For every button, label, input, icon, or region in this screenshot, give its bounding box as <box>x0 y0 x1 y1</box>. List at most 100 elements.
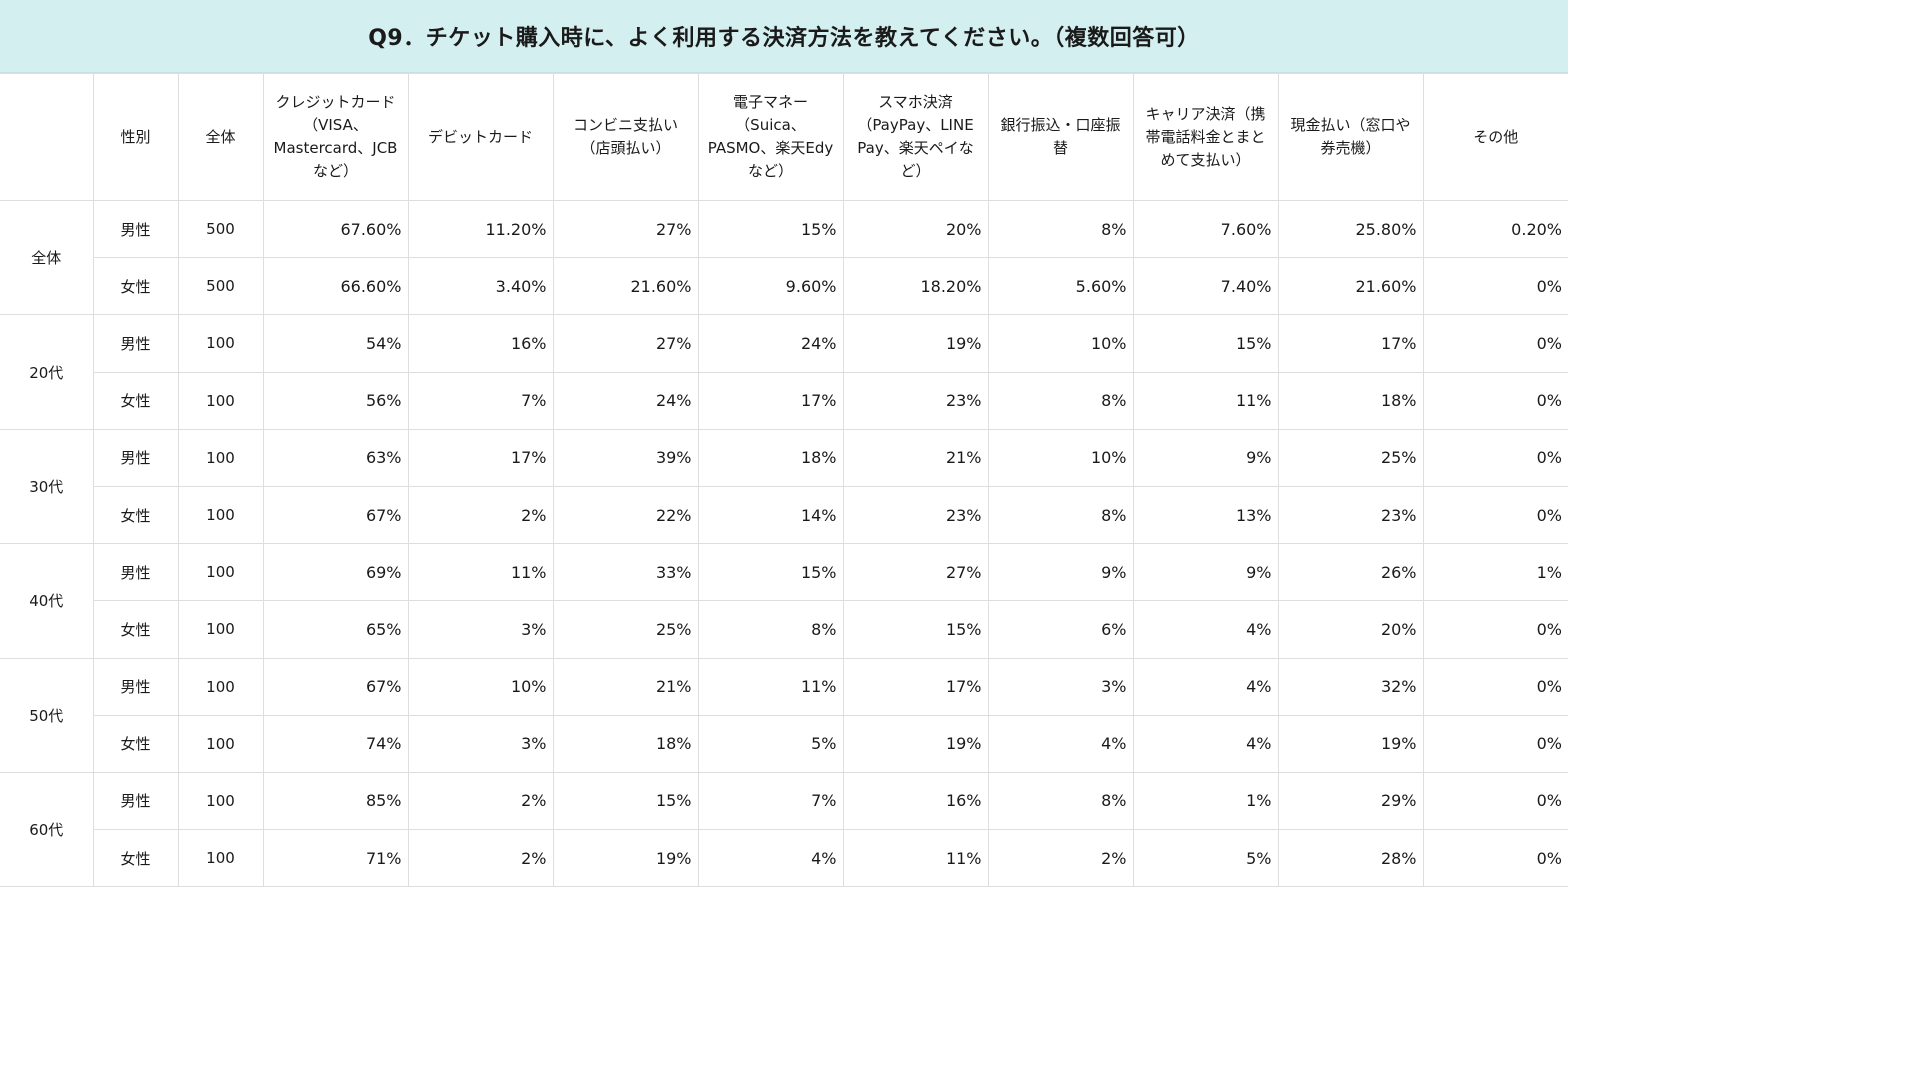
table-row: 女性 100 65% 3% 25% 8% 15% 6% 4% 20% 0% <box>0 600 1568 659</box>
value-cell: 0% <box>1422 257 1568 316</box>
sample-size-cell: 100 <box>177 714 264 773</box>
gender-cell: 男性 <box>92 199 179 259</box>
value-cell: 2% <box>407 771 554 831</box>
value-cell: 5% <box>1132 829 1279 888</box>
table-row: 50代 男性 100 67% 10% 21% 11% 17% 3% 4% 32% 0% <box>0 657 1568 773</box>
value-cell: 54% <box>262 314 409 373</box>
table-row: 60代 男性 100 85% 2% 15% 7% 16% 8% 1% 29% 0% <box>0 771 1568 888</box>
value-cell: 10% <box>987 428 1134 487</box>
value-cell: 0.20% <box>1422 199 1568 259</box>
sample-size-cell: 500 <box>177 199 264 259</box>
value-cell: 4% <box>1132 714 1279 773</box>
value-cell: 85% <box>262 771 409 831</box>
column-header: その他 <box>1422 73 1568 201</box>
value-cell: 21% <box>842 428 989 487</box>
value-cell: 28% <box>1277 829 1424 888</box>
value-cell: 0% <box>1422 829 1568 888</box>
value-cell: 15% <box>697 199 844 259</box>
value-cell: 10% <box>987 314 1134 373</box>
value-cell: 19% <box>842 314 989 373</box>
value-cell: 23% <box>1277 485 1424 545</box>
age-group-label: 20代 <box>0 314 94 430</box>
age-group-label: 50代 <box>0 657 94 773</box>
value-cell: 14% <box>697 485 844 545</box>
column-header: クレジットカード（VISA、Mastercard、JCBなど） <box>262 73 409 201</box>
value-cell: 25.80% <box>1277 199 1424 259</box>
value-cell: 0% <box>1422 314 1568 373</box>
value-cell: 0% <box>1422 771 1568 831</box>
table-row: 女性 500 66.60% 3.40% 21.60% 9.60% 18.20% 5.60% 7.… <box>0 257 1568 316</box>
sample-size-cell: 100 <box>177 485 264 545</box>
age-group-label: 30代 <box>0 428 94 545</box>
value-cell: 7.40% <box>1132 257 1279 316</box>
table-row: 40代 男性 100 69% 11% 33% 15% 27% 9% 9% 26% 1% <box>0 543 1568 659</box>
value-cell: 0% <box>1422 600 1568 659</box>
value-cell: 65% <box>262 600 409 659</box>
value-cell: 11% <box>842 829 989 888</box>
value-cell: 67.60% <box>262 199 409 259</box>
value-cell: 15% <box>842 600 989 659</box>
gender-cell: 男性 <box>92 428 179 487</box>
value-cell: 11% <box>407 543 554 602</box>
value-cell: 0% <box>1422 428 1568 487</box>
value-cell: 2% <box>987 829 1134 888</box>
value-cell: 56% <box>262 371 409 430</box>
column-header: キャリア決済（携帯電話料金とまとめて支払い） <box>1132 73 1279 201</box>
value-cell: 10% <box>407 657 554 716</box>
value-cell: 2% <box>407 829 554 888</box>
value-cell: 18.20% <box>842 257 989 316</box>
value-cell: 20% <box>842 199 989 259</box>
table-row: 30代 男性 100 63% 17% 39% 18% 21% 10% 9% 25% 0% <box>0 428 1568 545</box>
gender-cell: 女性 <box>92 485 179 545</box>
value-cell: 3.40% <box>407 257 554 316</box>
value-cell: 16% <box>842 771 989 831</box>
sample-size-cell: 100 <box>177 771 264 831</box>
value-cell: 33% <box>552 543 699 602</box>
title-bar: Q9．チケット購入時に、よく利用する決済方法を教えてください。（複数回答可） <box>0 0 1568 73</box>
value-cell: 7% <box>407 371 554 430</box>
value-cell: 5% <box>697 714 844 773</box>
table-body: 全体 男性 500 67.60% 11.20% 27% 15% 20% 8% 7.60% 25.80… <box>0 199 1568 888</box>
value-cell: 21.60% <box>1277 257 1424 316</box>
value-cell: 1% <box>1422 543 1568 602</box>
value-cell: 29% <box>1277 771 1424 831</box>
value-cell: 67% <box>262 485 409 545</box>
value-cell: 26% <box>1277 543 1424 602</box>
table-row: 全体 男性 500 67.60% 11.20% 27% 15% 20% 8% 7.60% 25.80… <box>0 199 1568 316</box>
value-cell: 71% <box>262 829 409 888</box>
sample-size-cell: 500 <box>177 257 264 316</box>
table-row: 女性 100 71% 2% 19% 4% 11% 2% 5% 28% 0% <box>0 829 1568 888</box>
table-row: 女性 100 56% 7% 24% 17% 23% 8% 11% 18% 0% <box>0 371 1568 430</box>
value-cell: 24% <box>697 314 844 373</box>
column-header: 銀行振込・口座振替 <box>987 73 1134 201</box>
value-cell: 0% <box>1422 657 1568 716</box>
gender-cell: 女性 <box>92 829 179 888</box>
sample-size-cell: 100 <box>177 428 264 487</box>
value-cell: 8% <box>987 199 1134 259</box>
column-header <box>0 73 94 201</box>
value-cell: 9% <box>1132 428 1279 487</box>
value-cell: 1% <box>1132 771 1279 831</box>
value-cell: 3% <box>407 714 554 773</box>
value-cell: 15% <box>697 543 844 602</box>
value-cell: 2% <box>407 485 554 545</box>
gender-cell: 男性 <box>92 543 179 602</box>
gender-cell: 女性 <box>92 371 179 430</box>
value-cell: 20% <box>1277 600 1424 659</box>
value-cell: 19% <box>1277 714 1424 773</box>
value-cell: 3% <box>407 600 554 659</box>
value-cell: 25% <box>1277 428 1424 487</box>
value-cell: 67% <box>262 657 409 716</box>
table-row: 女性 100 74% 3% 18% 5% 19% 4% 4% 19% 0% <box>0 714 1568 773</box>
gender-cell: 男性 <box>92 314 179 373</box>
value-cell: 25% <box>552 600 699 659</box>
value-cell: 4% <box>697 829 844 888</box>
header-row: 性別 全体 クレジットカード（VISA、Mastercard、JCBなど） デビ… <box>0 73 1568 201</box>
value-cell: 8% <box>987 371 1134 430</box>
value-cell: 17% <box>842 657 989 716</box>
value-cell: 13% <box>1132 485 1279 545</box>
gender-cell: 女性 <box>92 257 179 316</box>
value-cell: 21% <box>552 657 699 716</box>
table-row: 20代 男性 100 54% 16% 27% 24% 19% 10% 15% 17% 0% <box>0 314 1568 430</box>
gender-cell: 女性 <box>92 600 179 659</box>
